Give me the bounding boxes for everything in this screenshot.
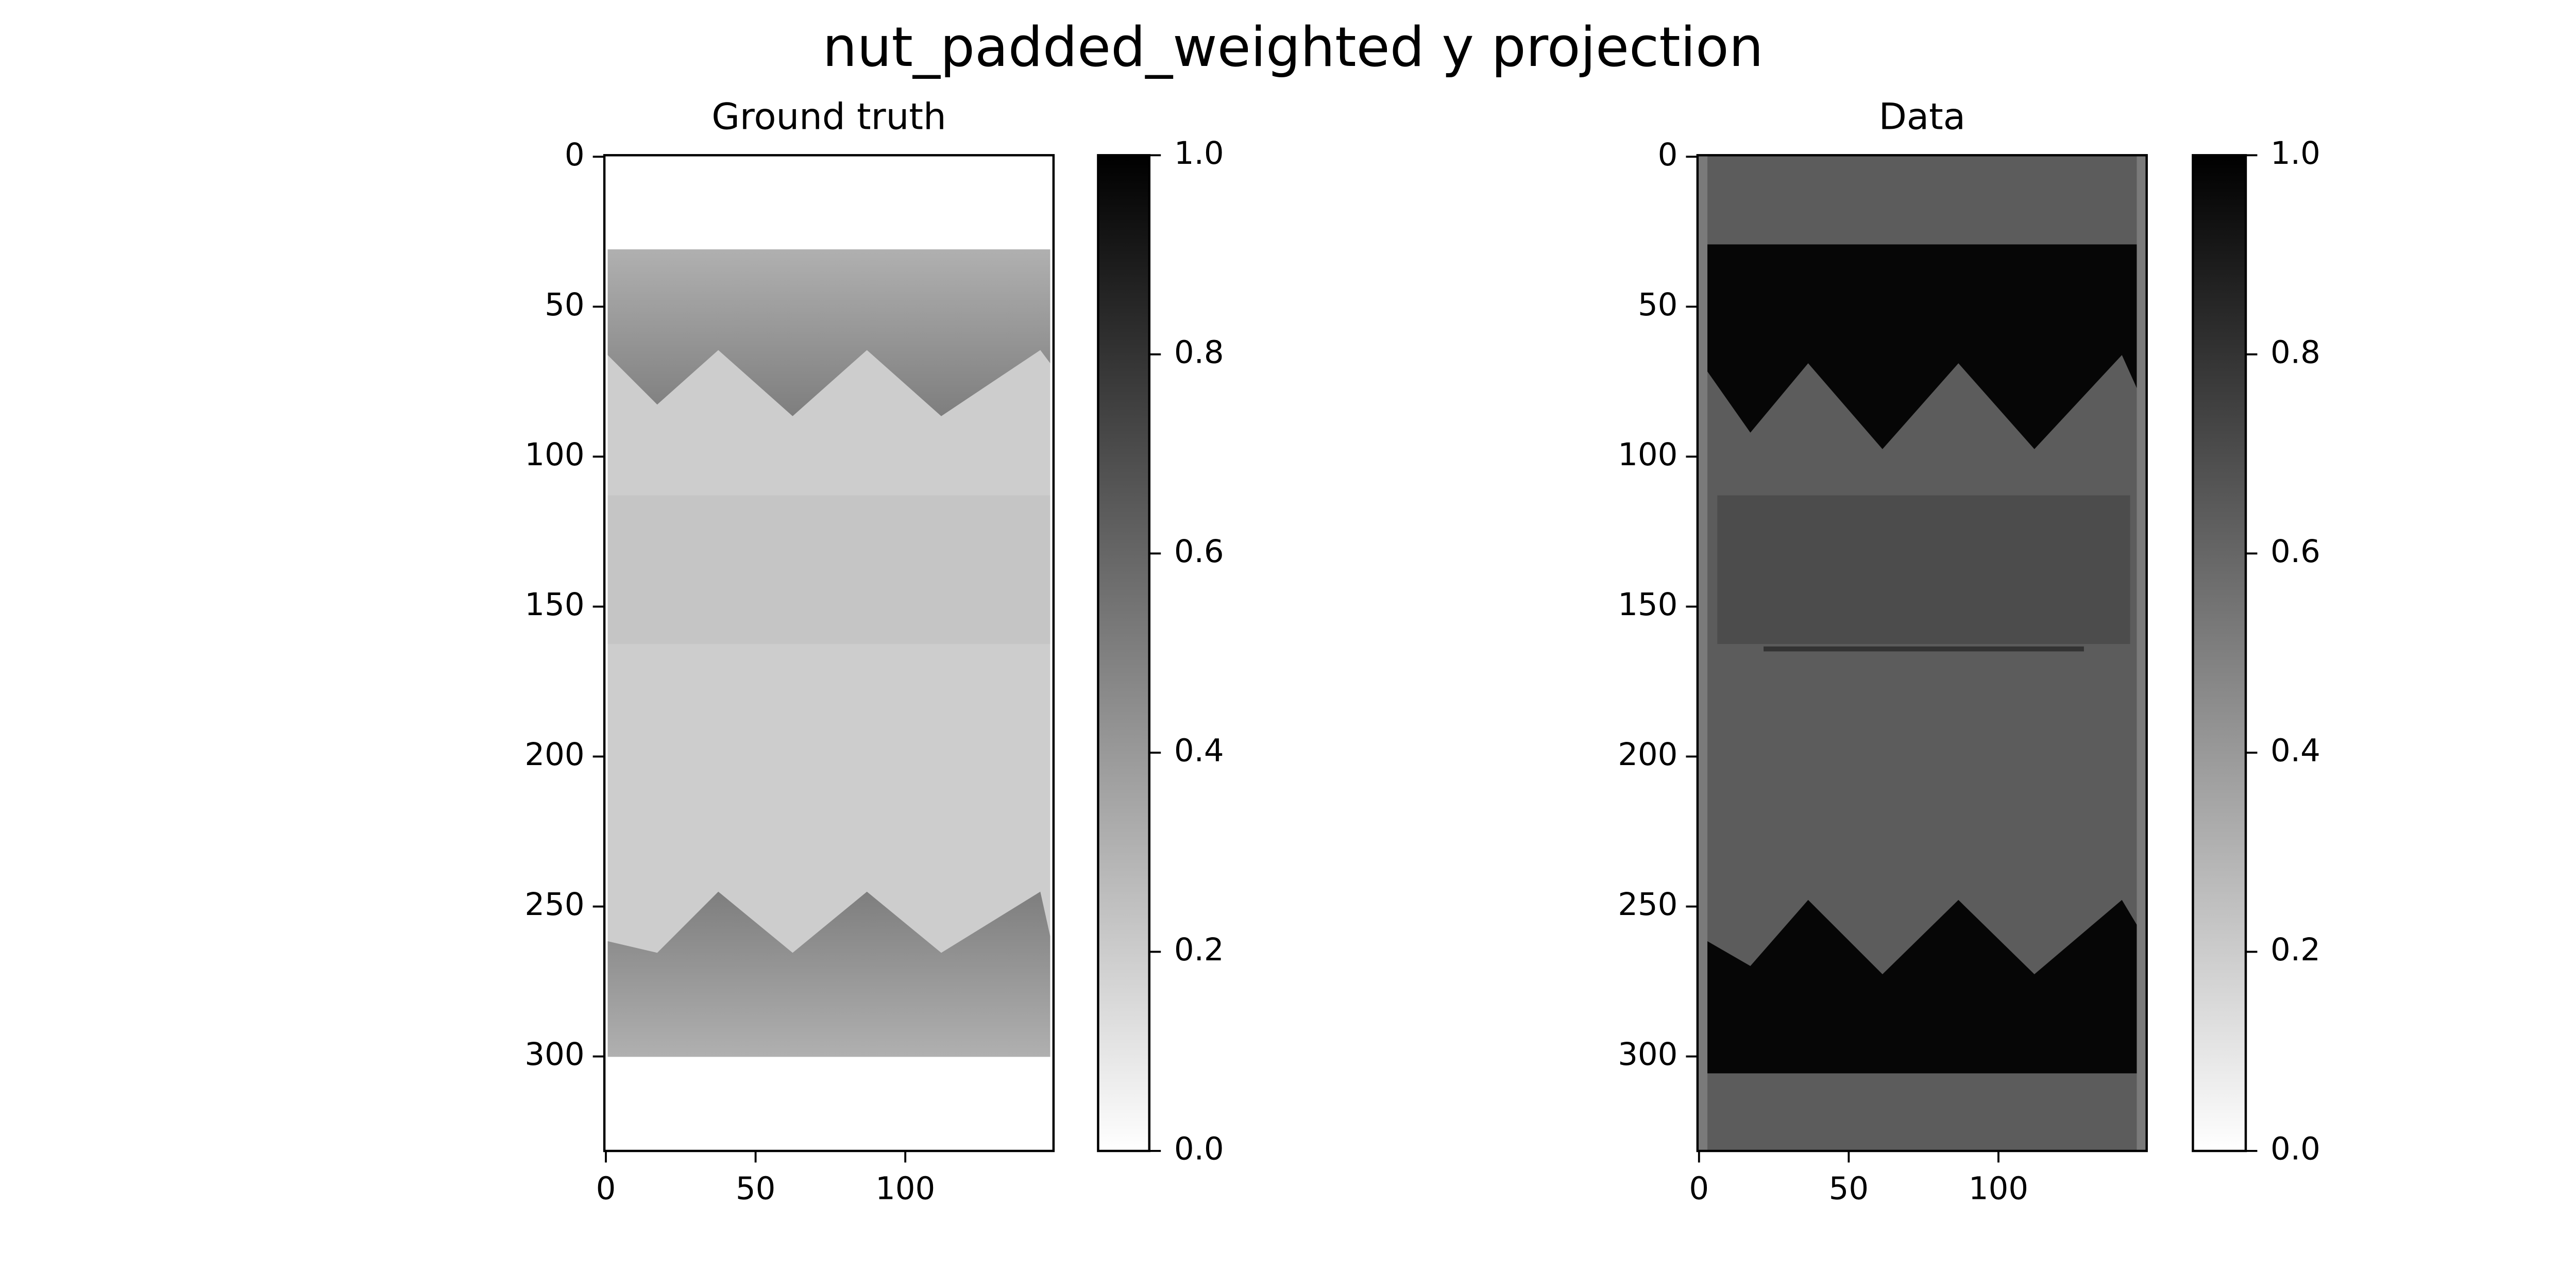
y-tick-label: 200 <box>524 736 584 773</box>
y-tick-label: 250 <box>1618 886 1677 923</box>
colorbar-tick-label: 0.0 <box>2270 1131 2320 1167</box>
axes-title: Data <box>1879 95 1965 138</box>
colorbar <box>1098 155 1149 1151</box>
y-tick-label: 150 <box>1618 586 1677 623</box>
colorbar-tick-label: 0.6 <box>2270 533 2320 570</box>
x-tick-label: 100 <box>875 1170 935 1207</box>
axes-frame <box>603 154 1055 1153</box>
y-tick-label: 0 <box>1658 137 1678 173</box>
colorbar <box>2193 155 2246 1151</box>
x-tick-label: 50 <box>1829 1170 1869 1207</box>
colorbar-tick-label: 0.8 <box>1174 334 1224 370</box>
colorbar-tick-label: 1.0 <box>1174 135 1224 172</box>
y-tick-label: 200 <box>1618 736 1677 773</box>
y-tick-label: 250 <box>524 886 584 923</box>
colorbar-tick-label: 0.0 <box>1174 1131 1224 1167</box>
image-ground-truth <box>604 155 1054 1151</box>
colorbar-frame <box>1097 154 1151 1153</box>
image-data <box>1697 155 2147 1151</box>
y-tick-label: 100 <box>524 436 584 473</box>
colorbar-frame <box>2192 154 2247 1153</box>
y-tick-label: 50 <box>545 286 584 323</box>
y-tick-label: 300 <box>1618 1036 1677 1073</box>
colorbar-tick-label: 0.4 <box>1174 732 1224 769</box>
figure-title: nut_padded_weighted y projection <box>822 15 1763 79</box>
y-tick-label: 50 <box>1638 286 1677 323</box>
colorbar-tick-label: 0.2 <box>1174 931 1224 968</box>
y-tick-label: 100 <box>1618 436 1677 473</box>
colorbar-tick-label: 0.2 <box>2270 931 2320 968</box>
colorbar-tick-label: 0.8 <box>2270 334 2320 370</box>
y-tick-label: 150 <box>524 586 584 623</box>
y-tick-label: 0 <box>565 137 585 173</box>
x-tick-label: 0 <box>1689 1170 1709 1207</box>
axes-frame <box>1696 154 2148 1153</box>
x-tick-label: 50 <box>736 1170 775 1207</box>
y-tick-label: 300 <box>524 1036 584 1073</box>
axes-title: Ground truth <box>711 95 946 138</box>
x-tick-label: 100 <box>1969 1170 2028 1207</box>
colorbar-tick-label: 1.0 <box>2270 135 2320 172</box>
x-tick-label: 0 <box>596 1170 616 1207</box>
colorbar-tick-label: 0.6 <box>1174 533 1224 570</box>
colorbar-tick-label: 0.4 <box>2270 732 2320 769</box>
